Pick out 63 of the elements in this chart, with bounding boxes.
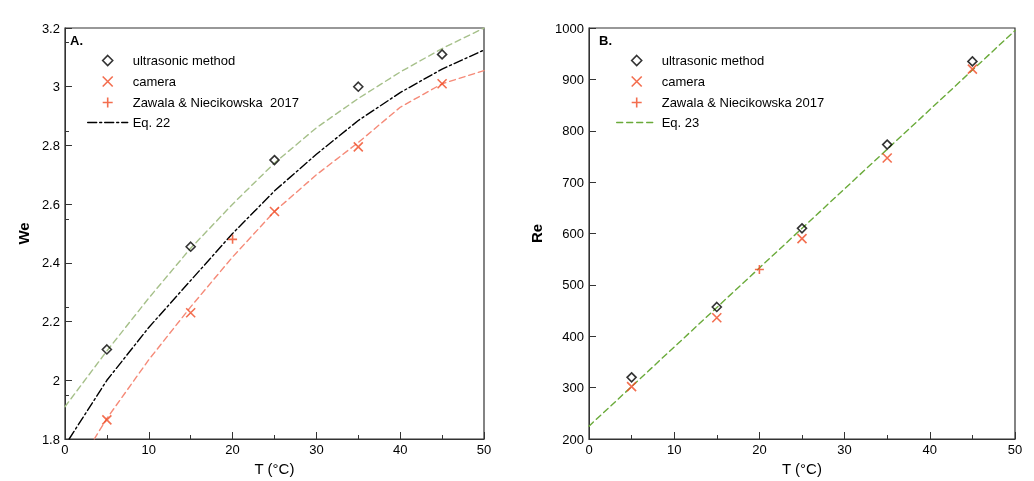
x-tick-label: 50: [1007, 442, 1023, 457]
x-tick-label: 30: [309, 442, 324, 457]
point: [436, 49, 448, 60]
x-axis-title: T (°C): [254, 460, 295, 477]
point: [796, 233, 808, 244]
point: [269, 206, 280, 217]
y-tick-label: 300: [562, 380, 584, 396]
point: [626, 381, 637, 392]
y-tick-label: 2.6: [41, 196, 60, 212]
point: [101, 344, 113, 355]
x-axis-title: T (°C): [782, 460, 822, 477]
y-tick-label: 1000: [555, 20, 584, 36]
y-tick-label: 800: [562, 123, 584, 139]
x-tick-label: 10: [666, 442, 682, 457]
x-tick-label: 50: [476, 442, 492, 457]
y-tick-label: 700: [562, 174, 584, 190]
point: [185, 307, 196, 319]
point: [436, 78, 448, 90]
legend-label: ultrasonic method: [661, 53, 765, 68]
point: [796, 223, 808, 234]
x-tick-label: 0: [61, 442, 69, 457]
y-tick-label: 3.2: [41, 20, 60, 36]
x-tick-label: 10: [141, 442, 157, 457]
point: [626, 372, 637, 383]
x-tick-label: 0: [585, 442, 593, 457]
point: [881, 152, 893, 164]
point: [101, 414, 113, 426]
x-tick-label: 20: [225, 442, 240, 457]
legend-label: Zawala & Niecikowska 2017: [661, 95, 825, 110]
y-tick-label: 3: [52, 79, 60, 95]
y-tick-label: 200: [562, 431, 584, 447]
y-tick-label: 900: [562, 71, 584, 87]
point: [967, 63, 978, 75]
y-tick-label: 500: [562, 277, 584, 293]
legend-label: Eq. 22: [132, 115, 171, 130]
point: [881, 139, 893, 150]
legend-label: camera: [661, 74, 706, 89]
y-axis-title: We: [15, 222, 32, 245]
x-tick-label: 30: [837, 442, 852, 457]
point: [711, 312, 723, 324]
x-tick-label: 40: [922, 442, 938, 457]
point: [711, 301, 723, 313]
legend-label: camera: [132, 74, 177, 89]
x-tick-label: 40: [392, 442, 408, 457]
legend-label: Zawala & Niecikowska 2017: [132, 95, 299, 110]
legend-label: ultrasonic method: [132, 53, 236, 68]
annotation: A.: [70, 33, 83, 48]
point: [352, 81, 364, 93]
point: [185, 241, 196, 253]
legend-label: Eq. 23: [661, 115, 700, 130]
y-tick-label: 2.8: [41, 137, 60, 153]
point: [269, 154, 280, 166]
y-tick-label: 2.2: [41, 314, 60, 330]
y-tick-label: 1.8: [41, 431, 60, 447]
y-axis-title: Re: [528, 223, 546, 244]
annotation: B.: [599, 33, 612, 48]
y-tick-label: 400: [562, 328, 584, 344]
y-tick-label: 2: [52, 372, 60, 388]
point: [352, 141, 364, 153]
y-tick-label: 600: [562, 226, 584, 241]
y-tick-label: 2.4: [41, 255, 60, 271]
point: [967, 56, 978, 67]
x-tick-label: 20: [752, 442, 767, 457]
